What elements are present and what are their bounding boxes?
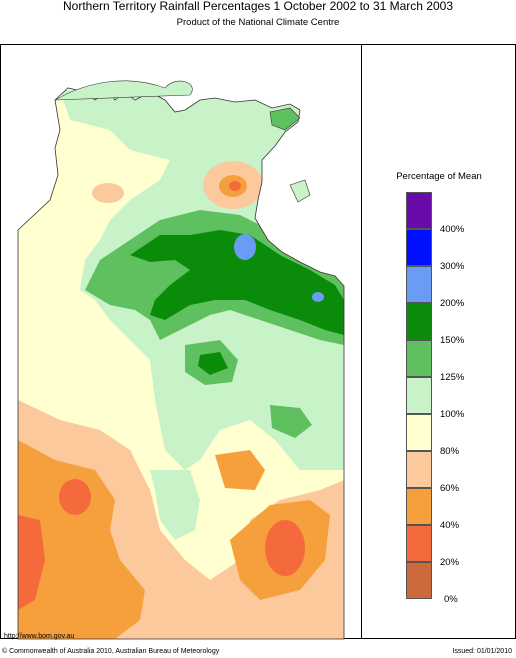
legend-title: Percentage of Mean xyxy=(396,171,482,182)
region-20-40 xyxy=(59,479,91,515)
region-200-300-east xyxy=(312,292,324,302)
legend-swatch-300-400 xyxy=(406,229,432,266)
issued-date: Issued: 01/01/2010 xyxy=(452,648,512,655)
region-20-40-north xyxy=(229,181,241,191)
legend-swatch-0-20 xyxy=(406,562,432,599)
region-20-40-se xyxy=(265,520,305,576)
legend-label-200: 200% xyxy=(440,298,465,309)
legend-label-100: 100% xyxy=(440,409,465,420)
legend-swatch-20-40 xyxy=(406,525,432,562)
legend-label-20: 20% xyxy=(440,557,460,568)
region-40-60-sw xyxy=(80,560,125,605)
legend-swatch-100-125 xyxy=(406,377,432,414)
bom-url-link[interactable]: http://www.bom.gov.au xyxy=(4,633,75,640)
map-title: Northern Territory Rainfall Percentages … xyxy=(63,0,453,13)
region-150-200 xyxy=(130,230,344,335)
region-150-200-patch xyxy=(198,352,228,375)
map-subtitle: Product of the National Climate Centre xyxy=(176,17,340,28)
legend-label-300: 300% xyxy=(440,261,465,272)
legend-panel: Percentage of Mean xyxy=(362,44,516,639)
region-100-125-south xyxy=(150,470,200,540)
tiwi-islands xyxy=(54,80,193,101)
region-125-150-east xyxy=(270,405,312,438)
legend-label-80: 80% xyxy=(440,446,460,457)
region-40-60-central xyxy=(215,450,265,490)
region-60-80-nw xyxy=(92,183,124,203)
legend-label-125: 125% xyxy=(440,372,465,383)
legend-swatch-40-60 xyxy=(406,488,432,525)
legend-label-40: 40% xyxy=(440,520,460,531)
legend-label-60: 60% xyxy=(440,483,460,494)
legend-swatch-400-plus xyxy=(406,192,432,229)
copyright-text: © Commonwealth of Australia 2010, Austra… xyxy=(2,648,220,655)
island-ne xyxy=(269,107,301,131)
legend-label-150: 150% xyxy=(440,335,465,346)
legend-label-0: 0% xyxy=(444,594,458,605)
groote-eylandt xyxy=(289,179,311,203)
legend-label-400: 400% xyxy=(440,224,465,235)
legend-swatch-200-300 xyxy=(406,266,432,303)
legend-swatch-150-200 xyxy=(406,303,432,340)
nt-territory xyxy=(18,88,344,639)
region-20-40-west xyxy=(18,515,45,610)
region-200-300 xyxy=(234,234,256,260)
legend-swatch-125-150 xyxy=(406,340,432,377)
legend-swatch-60-80 xyxy=(406,451,432,488)
legend-swatch-80-100 xyxy=(406,414,432,451)
